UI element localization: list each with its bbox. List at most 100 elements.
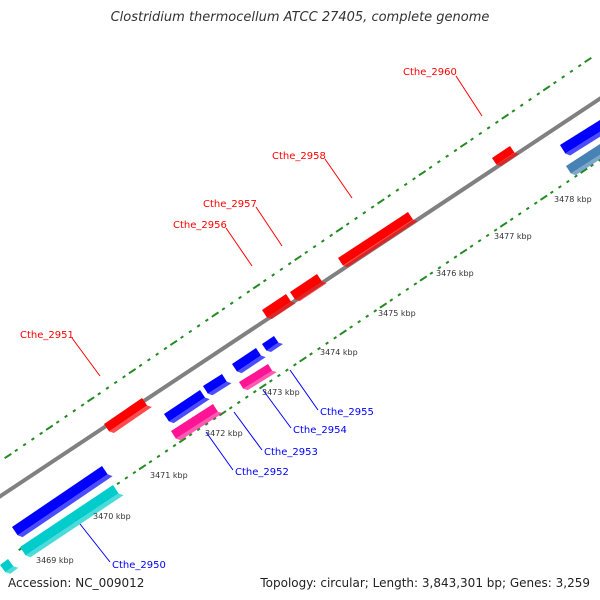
gene-pink-a[interactable]	[171, 404, 223, 441]
gene-cthe-2960-top[interactable]	[496, 152, 519, 166]
outer-tick	[436, 160, 441, 164]
gene-reverse-b-body[interactable]	[164, 390, 205, 422]
gene-cthe-2957-body[interactable]	[290, 274, 322, 300]
gene-label-cthe-2958[interactable]: Cthe_2958	[272, 151, 326, 162]
gene-cthe-2956[interactable]	[262, 294, 296, 320]
gene-label-cthe-2955[interactable]: Cthe_2955	[320, 407, 374, 418]
inner-tick	[325, 341, 329, 345]
gene-features[interactable]	[0, 120, 600, 574]
accession-text: Accession: NC_009012	[8, 576, 145, 590]
outer-tick	[312, 244, 317, 249]
gene-reverse-a[interactable]	[12, 466, 113, 538]
outer-tick	[238, 295, 242, 300]
gene-reverse-b-top[interactable]	[168, 397, 210, 424]
gene-reverse-b[interactable]	[164, 390, 210, 424]
gene-label-cthe-2951[interactable]: Cthe_2951	[20, 330, 74, 341]
gene-reverse-c-body[interactable]	[203, 374, 227, 394]
gene-steel-blue[interactable]	[566, 144, 600, 176]
gene-reverse-d[interactable]	[232, 348, 266, 374]
gene-cthe-2957-top[interactable]	[294, 281, 327, 302]
gene-cthe-2958-body[interactable]	[338, 212, 413, 266]
gene-reverse-e-body[interactable]	[262, 336, 279, 351]
inner-tick	[212, 416, 217, 421]
inner-tick	[285, 368, 289, 372]
leader-line-cthe-2952	[205, 431, 234, 471]
gene-steel-blue-top[interactable]	[570, 152, 600, 176]
gene-pink-a-top[interactable]	[175, 411, 223, 441]
gene-label-cthe-2957[interactable]: Cthe_2957	[203, 199, 257, 210]
outer-tick	[445, 154, 450, 158]
gene-cthe-2951[interactable]	[104, 398, 152, 434]
gene-reverse-c[interactable]	[203, 374, 232, 396]
gene-cthe-2956-top[interactable]	[266, 301, 296, 320]
inner-tick	[236, 400, 241, 405]
outer-tick	[138, 363, 143, 368]
gene-cthe-2960[interactable]	[492, 146, 519, 166]
gene-reverse-a-body[interactable]	[12, 466, 108, 536]
gene-pink-b-body[interactable]	[239, 364, 273, 389]
inner-tick	[299, 356, 307, 363]
gene-cthe-2958[interactable]	[338, 212, 418, 268]
gene-label-cthe-2960[interactable]: Cthe_2960	[403, 67, 457, 78]
inner-tick	[469, 244, 474, 248]
gene-cthe-2951-top[interactable]	[109, 405, 152, 434]
outer-tick	[180, 335, 184, 339]
outer-tick	[221, 307, 226, 311]
gene-cthe-2950-block-body[interactable]	[20, 485, 119, 556]
outer-tick	[196, 324, 201, 328]
outer-tick	[569, 69, 574, 74]
inner-tick	[499, 221, 508, 228]
gene-cthe-2958-top[interactable]	[342, 219, 418, 268]
gene-reverse-e[interactable]	[262, 336, 283, 352]
inner-tick	[204, 422, 209, 426]
gene-reverse-d-top[interactable]	[236, 355, 266, 374]
gene-cthe-2950-block-top[interactable]	[25, 493, 124, 558]
gene-pink-b[interactable]	[239, 364, 277, 391]
outer-tick	[113, 380, 118, 385]
inner-tick	[333, 336, 337, 340]
gene-reverse-c-top[interactable]	[207, 381, 232, 396]
gene-reverse-f-top[interactable]	[565, 128, 600, 156]
inner-tick	[429, 271, 434, 275]
scale-label: 3471 kbp	[150, 471, 188, 480]
gene-reverse-f-body[interactable]	[560, 120, 600, 154]
scale-label: 3469 kbp	[36, 556, 74, 565]
gene-pink-b-top[interactable]	[243, 370, 277, 391]
gene-reverse-a-top[interactable]	[17, 474, 113, 538]
gene-label-cthe-2950[interactable]: Cthe_2950	[112, 560, 166, 571]
inner-tick	[598, 158, 600, 162]
gene-label-cthe-2954[interactable]: Cthe_2954	[293, 425, 347, 436]
gene-cyan-edge-body[interactable]	[0, 559, 14, 573]
gene-label-cthe-2952[interactable]: Cthe_2952	[235, 467, 289, 478]
inner-tick	[244, 395, 249, 399]
outer-tick	[30, 437, 35, 441]
outer-tick	[511, 109, 516, 113]
gene-cthe-2956-body[interactable]	[262, 294, 291, 318]
inner-tick	[373, 309, 378, 313]
gene-label-cthe-2953[interactable]: Cthe_2953	[264, 447, 318, 458]
gene-reverse-f[interactable]	[560, 120, 600, 156]
outer-tick	[329, 233, 334, 238]
inner-tick	[365, 314, 370, 318]
gene-pink-a-body[interactable]	[171, 404, 218, 439]
gene-cthe-2951-body[interactable]	[104, 398, 148, 432]
outer-tick	[211, 311, 220, 318]
gene-cthe-2960-body[interactable]	[492, 146, 515, 165]
inner-tick	[228, 406, 233, 410]
gene-reverse-d-body[interactable]	[232, 348, 261, 372]
leader-line-cthe-2953	[233, 411, 263, 451]
inner-tick	[389, 298, 394, 302]
inner-tick	[178, 437, 187, 444]
gene-steel-blue-body[interactable]	[566, 144, 600, 174]
outer-tick-track	[4, 56, 592, 460]
gene-cyan-edge-top[interactable]	[5, 566, 19, 574]
gene-cthe-2957[interactable]	[290, 274, 327, 302]
gene-reverse-e-top[interactable]	[266, 342, 283, 352]
outer-tick	[55, 420, 60, 424]
gene-label-cthe-2956[interactable]: Cthe_2956	[173, 220, 227, 231]
outer-tick	[279, 267, 284, 272]
gene-cyan-edge[interactable]	[0, 559, 19, 574]
gene-cthe-2950-block[interactable]	[20, 485, 124, 558]
genome-summary-text: Topology: circular; Length: 3,843,301 bp…	[260, 576, 590, 590]
